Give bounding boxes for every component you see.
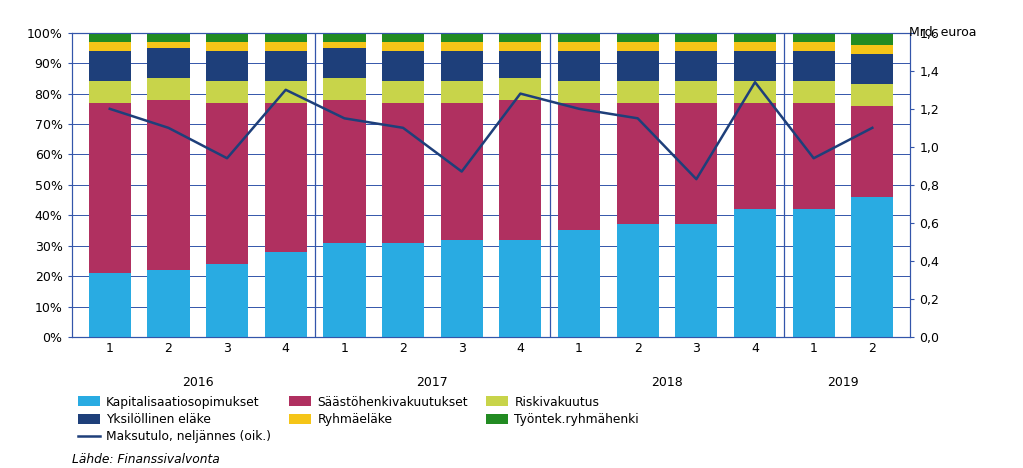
Bar: [206, 42, 249, 51]
Bar: [441, 240, 483, 337]
Bar: [323, 48, 365, 78]
Bar: [147, 42, 189, 48]
Bar: [265, 51, 307, 81]
Text: Mrd. euroa: Mrd. euroa: [909, 26, 977, 39]
Bar: [382, 81, 425, 102]
Bar: [206, 102, 249, 264]
Bar: [733, 42, 776, 51]
Bar: [265, 33, 307, 42]
Bar: [851, 197, 893, 337]
Bar: [733, 209, 776, 337]
Bar: [147, 48, 189, 78]
Text: 2019: 2019: [828, 376, 859, 389]
Bar: [382, 51, 425, 81]
Bar: [441, 102, 483, 240]
Bar: [558, 42, 601, 51]
Bar: [617, 102, 659, 224]
Bar: [558, 51, 601, 81]
Bar: [617, 51, 659, 81]
Bar: [558, 81, 601, 102]
Bar: [206, 51, 249, 81]
Bar: [147, 78, 189, 100]
Bar: [441, 81, 483, 102]
Bar: [851, 84, 893, 106]
Bar: [499, 33, 541, 42]
Bar: [558, 33, 601, 42]
Bar: [675, 102, 717, 224]
Bar: [617, 42, 659, 51]
Bar: [206, 81, 249, 102]
Bar: [793, 51, 835, 81]
Bar: [499, 240, 541, 337]
Text: 2016: 2016: [182, 376, 214, 389]
Bar: [733, 51, 776, 81]
Bar: [851, 54, 893, 84]
Bar: [89, 33, 131, 42]
Bar: [499, 42, 541, 51]
Bar: [382, 42, 425, 51]
Bar: [617, 224, 659, 337]
Bar: [265, 102, 307, 252]
Bar: [733, 33, 776, 42]
Bar: [499, 100, 541, 240]
Bar: [675, 51, 717, 81]
Bar: [499, 51, 541, 78]
Bar: [441, 42, 483, 51]
Bar: [382, 242, 425, 337]
Bar: [793, 209, 835, 337]
Bar: [793, 81, 835, 102]
Bar: [793, 33, 835, 42]
Bar: [441, 33, 483, 42]
Bar: [323, 100, 365, 242]
Bar: [265, 81, 307, 102]
Bar: [89, 273, 131, 337]
Bar: [733, 102, 776, 209]
Bar: [265, 252, 307, 337]
Bar: [323, 33, 365, 42]
Bar: [441, 51, 483, 81]
Text: Lähde: Finanssivalvonta: Lähde: Finanssivalvonta: [72, 453, 219, 466]
Bar: [206, 33, 249, 42]
Bar: [323, 42, 365, 48]
Bar: [793, 42, 835, 51]
Bar: [89, 51, 131, 81]
Bar: [89, 42, 131, 51]
Bar: [382, 33, 425, 42]
Bar: [89, 81, 131, 102]
Bar: [323, 242, 365, 337]
Bar: [675, 33, 717, 42]
Bar: [733, 81, 776, 102]
Bar: [147, 270, 189, 337]
Bar: [675, 81, 717, 102]
Bar: [851, 33, 893, 45]
Bar: [323, 78, 365, 100]
Bar: [793, 102, 835, 209]
Bar: [675, 224, 717, 337]
Bar: [558, 230, 601, 337]
Bar: [499, 78, 541, 100]
Text: 2017: 2017: [416, 376, 448, 389]
Bar: [851, 45, 893, 54]
Bar: [89, 102, 131, 273]
Bar: [617, 81, 659, 102]
Bar: [382, 102, 425, 242]
Bar: [147, 33, 189, 42]
Legend: Kapitalisaatiosopimukset, Yksilöllinen eläke, Maksutulo, neljännes (oik.), Sääst: Kapitalisaatiosopimukset, Yksilöllinen e…: [78, 395, 639, 443]
Bar: [675, 42, 717, 51]
Bar: [265, 42, 307, 51]
Bar: [617, 33, 659, 42]
Bar: [206, 264, 249, 337]
Bar: [851, 106, 893, 197]
Text: 2018: 2018: [652, 376, 683, 389]
Bar: [147, 100, 189, 270]
Bar: [558, 102, 601, 230]
